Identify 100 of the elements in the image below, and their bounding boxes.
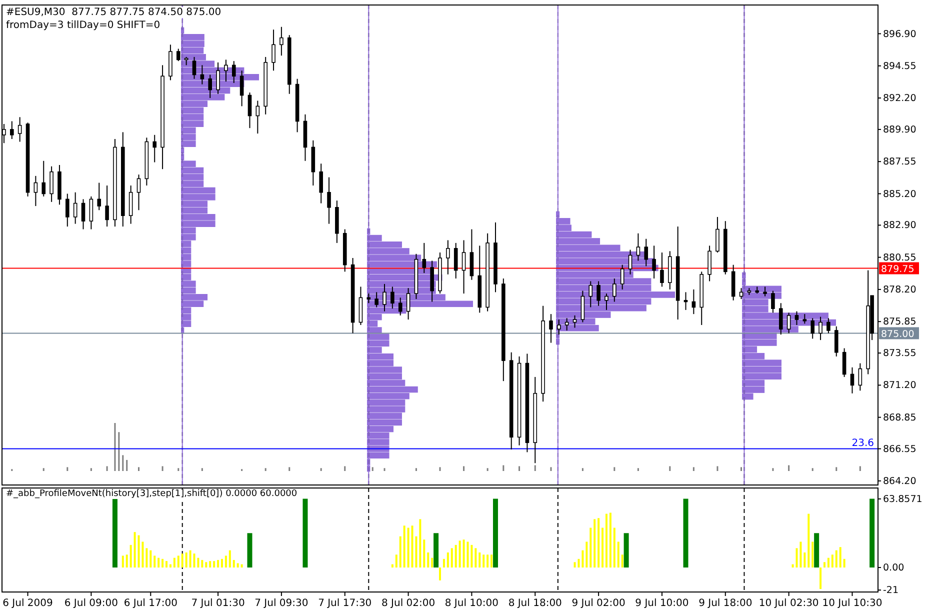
bar	[474, 548, 477, 568]
bar	[814, 533, 820, 568]
candlestick	[454, 242, 458, 280]
candlestick	[462, 240, 466, 294]
bar	[185, 552, 188, 568]
candlestick	[771, 290, 775, 314]
bar	[201, 560, 204, 568]
bar	[228, 550, 231, 568]
ref-line-label: 879.75	[881, 264, 914, 276]
bar	[220, 558, 223, 568]
y-tick-label: 889.90	[883, 124, 916, 136]
bar	[431, 558, 434, 568]
y-tick-label: 868.85	[883, 412, 916, 424]
y-tick-label: 882.90	[883, 220, 916, 232]
bar	[831, 554, 834, 568]
bar	[407, 528, 410, 568]
candlestick	[34, 175, 38, 207]
bar	[582, 550, 584, 568]
candlestick	[422, 242, 426, 274]
x-tick-label: 9 Jul 02:00	[572, 598, 626, 609]
bar	[621, 554, 624, 568]
bar	[209, 561, 212, 568]
candlestick	[620, 264, 624, 290]
candlestick	[10, 120, 14, 140]
candlestick	[136, 174, 141, 211]
candlestick	[470, 228, 474, 280]
bar	[624, 533, 629, 568]
bar	[446, 552, 449, 568]
bar	[492, 498, 498, 568]
bar	[839, 547, 842, 568]
candlestick	[596, 280, 600, 306]
bar	[232, 560, 235, 568]
bar	[835, 550, 838, 568]
bar	[146, 548, 148, 568]
candlestick	[644, 238, 648, 267]
bar	[478, 552, 481, 568]
y-tick-label: 873.55	[883, 348, 916, 360]
x-tick-label: 9 Jul 18:00	[698, 598, 752, 609]
bar	[240, 564, 243, 568]
candlestick	[834, 326, 838, 357]
bar	[247, 533, 252, 568]
bar	[177, 556, 180, 568]
bar	[870, 498, 875, 568]
candlestick	[280, 26, 284, 56]
bar	[578, 558, 580, 568]
chart-title: #ESU9,M30 877.75 877.75 874.50 875.00	[6, 7, 222, 18]
bar	[427, 552, 430, 568]
chart-title: #_abb_ProfileMoveNt(history[3],step[1],shift[0]) 0.0000 60.0000	[6, 489, 298, 499]
y-tick-label: 880.55	[883, 252, 916, 264]
candlestick	[42, 160, 46, 197]
text: fromDay=3 tillDay=0 SHIFT=0	[6, 20, 160, 31]
candlestick	[398, 297, 402, 316]
candlestick	[232, 60, 236, 84]
bar	[466, 542, 469, 568]
bar	[162, 558, 164, 568]
bar	[391, 564, 394, 568]
y-tick-label: 866.55	[883, 444, 916, 455]
candlestick	[216, 62, 220, 94]
bar	[808, 514, 810, 568]
bar	[403, 526, 406, 568]
bar	[399, 536, 402, 568]
bar	[236, 563, 239, 568]
candlestick	[248, 92, 252, 129]
x-tick-label: 7 Jul 01:30	[191, 598, 245, 609]
candlestick	[390, 286, 394, 310]
candlestick	[572, 314, 577, 328]
candlestick	[319, 163, 323, 204]
candlestick	[708, 245, 712, 282]
candlestick	[105, 185, 109, 228]
candlestick	[374, 292, 378, 308]
candlestick	[89, 196, 94, 230]
candlestick	[256, 100, 260, 134]
bar	[482, 554, 485, 568]
y-tick-label: 871.20	[883, 380, 916, 392]
candlestick	[588, 280, 593, 308]
candlestick	[716, 216, 720, 254]
bar	[454, 544, 457, 568]
candlestick	[612, 278, 616, 302]
x-tick-label: 8 Jul 02:00	[381, 598, 436, 609]
candlestick	[810, 318, 814, 340]
bar	[189, 550, 192, 568]
y-tick-label: 878.20	[883, 284, 916, 296]
candlestick	[430, 260, 434, 302]
bar	[820, 568, 822, 589]
x-tick-label: 9 Jul 10:00	[635, 598, 689, 609]
y-tick-label: 864.20	[883, 476, 916, 487]
y-tick-label: 885.20	[883, 188, 916, 200]
annotation: 23.6	[852, 438, 874, 449]
x-tick-label: 7 Jul 09:30	[254, 598, 308, 609]
candlestick	[802, 314, 807, 324]
bar	[486, 554, 489, 568]
bar	[434, 533, 439, 568]
bar	[598, 518, 600, 568]
candlestick	[208, 74, 212, 98]
candlestick	[406, 288, 410, 320]
candlestick	[176, 48, 180, 62]
candlestick	[818, 316, 822, 341]
bar	[462, 540, 465, 568]
bar	[181, 554, 184, 568]
candlestick	[786, 312, 791, 334]
